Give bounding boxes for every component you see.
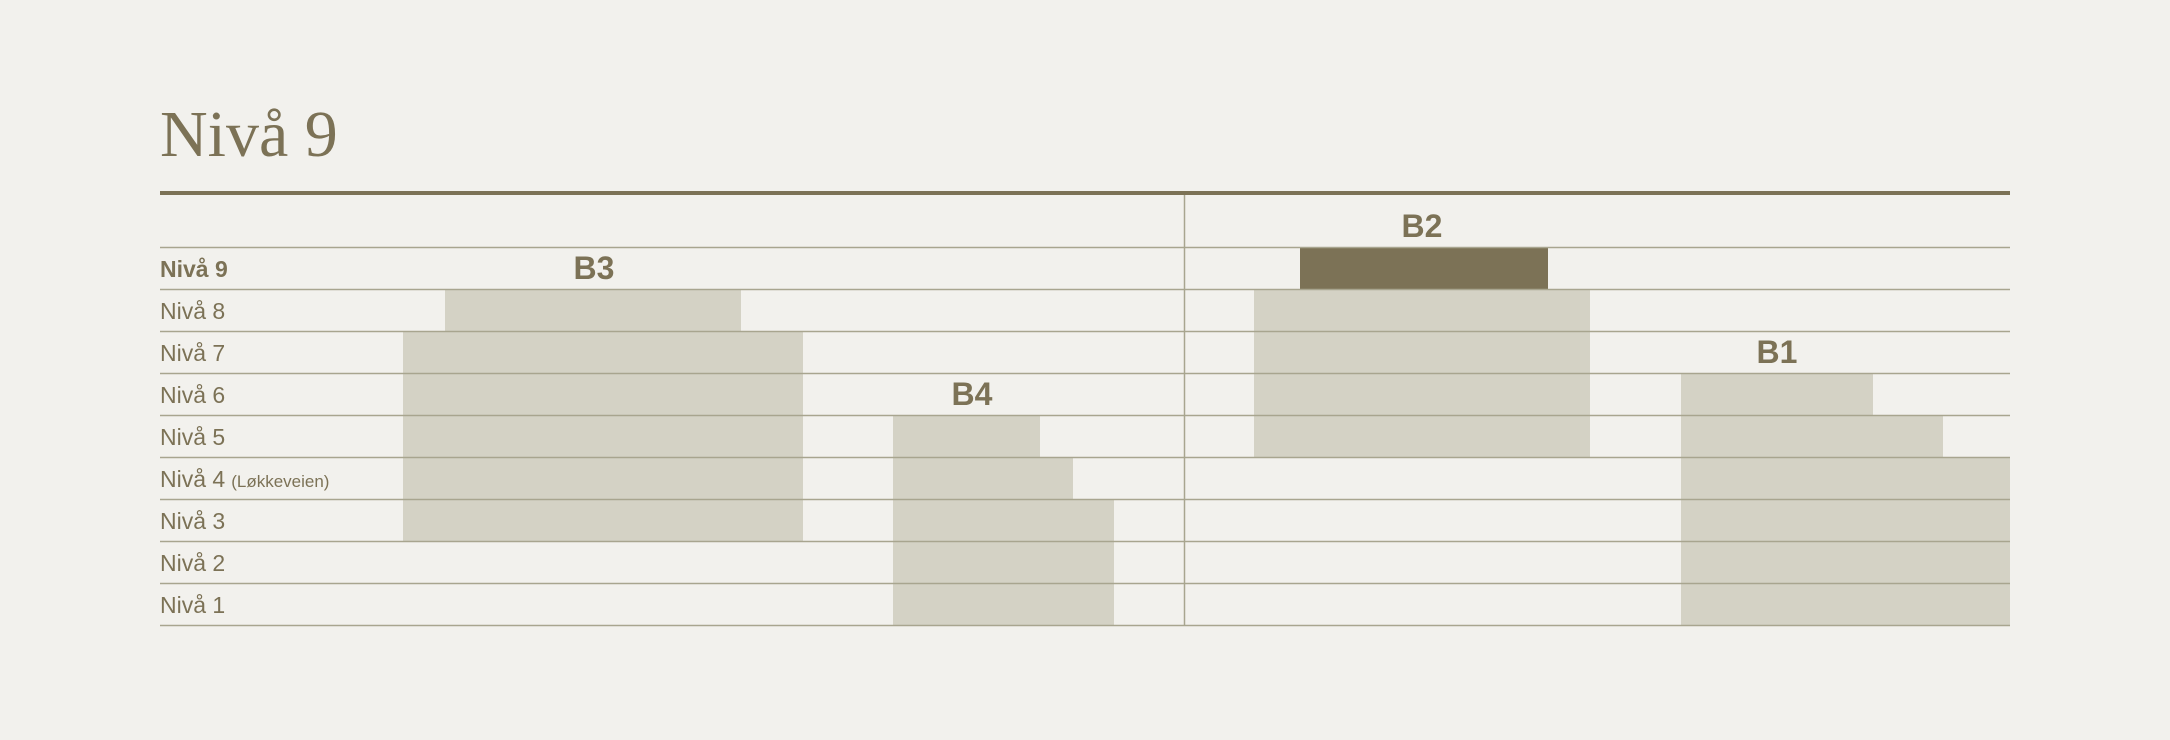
- building-label-b3: B3: [573, 250, 615, 286]
- building-b3-level-7: [403, 331, 803, 373]
- building-b4-level-5: [893, 415, 1040, 457]
- building-b3-level-3: [403, 499, 803, 541]
- building-b3-level-4: [403, 457, 803, 499]
- level-label-4: Nivå 4 (Løkkeveien): [160, 458, 329, 500]
- level-label-text: Nivå 8: [160, 298, 226, 324]
- building-b2-level-6: [1254, 373, 1590, 415]
- level-label-3: Nivå 3: [160, 500, 225, 542]
- building-b1-level-4: [1681, 457, 2010, 499]
- level-label-1: Nivå 1: [160, 584, 225, 626]
- page-title: Nivå 9: [160, 98, 338, 171]
- building-b3-level-5: [403, 415, 803, 457]
- building-label-b2: B2: [1401, 208, 1443, 244]
- building-b2-level-5: [1254, 415, 1590, 457]
- building-b1: [1681, 373, 2010, 625]
- building-b2-level-9-current: [1300, 247, 1548, 289]
- building-b1-level-3: [1681, 499, 2010, 541]
- level-label-5: Nivå 5: [160, 416, 225, 458]
- level-label-text: Nivå 9: [160, 256, 228, 282]
- level-label-text: Nivå 3: [160, 508, 226, 534]
- building-b1-level-6: [1681, 373, 1873, 415]
- building-b3-level-6: [403, 373, 803, 415]
- building-label-b4: B4: [951, 376, 993, 412]
- level-label-text: Nivå 6: [160, 382, 226, 408]
- level-label-text: Nivå 4: [160, 466, 226, 492]
- building-b1-level-5: [1681, 415, 1943, 457]
- level-label-text: Nivå 7: [160, 340, 226, 366]
- building-b1-level-1: [1681, 583, 2010, 625]
- level-label-9: Nivå 9: [160, 248, 228, 290]
- level-label-2: Nivå 2: [160, 542, 225, 584]
- building-b4-level-3: [893, 499, 1114, 541]
- title-divider: [160, 191, 2010, 195]
- level-label-note: (Løkkeveien): [231, 472, 330, 491]
- building-b1-level-2: [1681, 541, 2010, 583]
- level-label-text: Nivå 2: [160, 550, 226, 576]
- building-b3-level-8: [445, 289, 741, 331]
- building-b3: [403, 289, 803, 541]
- building-b2-level-8: [1254, 289, 1590, 331]
- building-label-b1: B1: [1756, 334, 1798, 370]
- level-label-7: Nivå 7: [160, 332, 225, 374]
- building-b4: [893, 415, 1114, 625]
- level-label-text: Nivå 1: [160, 592, 226, 618]
- building-b4-level-4: [893, 457, 1073, 499]
- building-b2-level-7: [1254, 331, 1590, 373]
- building-b4-level-1: [893, 583, 1114, 625]
- building-b4-level-2: [893, 541, 1114, 583]
- level-label-6: Nivå 6: [160, 374, 225, 416]
- building-b2: [1254, 247, 1590, 457]
- level-label-text: Nivå 5: [160, 424, 226, 450]
- level-label-8: Nivå 8: [160, 290, 225, 332]
